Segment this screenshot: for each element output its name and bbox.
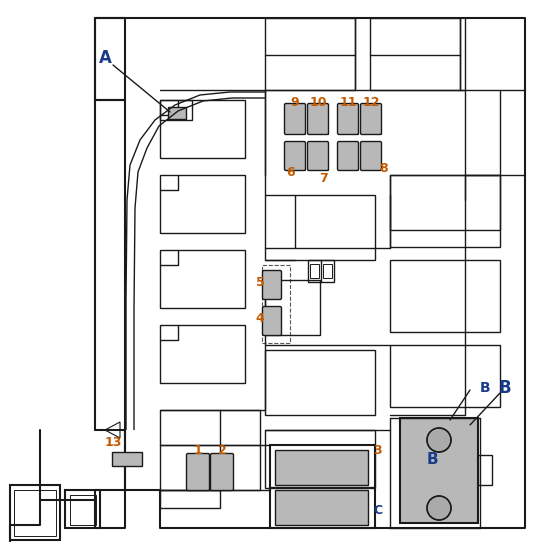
Bar <box>160 175 245 233</box>
Bar <box>262 265 290 343</box>
Text: C: C <box>373 504 383 517</box>
Bar <box>14 490 56 536</box>
Bar <box>361 104 381 134</box>
Circle shape <box>427 428 451 452</box>
Bar <box>160 250 245 308</box>
Bar <box>10 485 60 540</box>
Text: 3: 3 <box>374 443 383 456</box>
Bar <box>308 104 328 134</box>
Text: B: B <box>480 381 490 395</box>
Text: 10: 10 <box>309 95 327 108</box>
Bar <box>323 264 332 278</box>
FancyBboxPatch shape <box>284 104 305 134</box>
Text: A: A <box>99 49 111 67</box>
Bar <box>275 450 368 485</box>
Text: 11: 11 <box>339 95 357 108</box>
Bar <box>390 345 500 407</box>
Bar <box>265 280 320 335</box>
Bar <box>338 142 358 170</box>
Text: B: B <box>426 453 438 468</box>
Bar <box>160 490 220 508</box>
Bar <box>338 104 358 134</box>
Bar <box>265 430 375 488</box>
FancyBboxPatch shape <box>307 104 328 134</box>
Bar <box>285 142 305 170</box>
Text: 2: 2 <box>218 444 226 457</box>
Bar <box>65 490 100 528</box>
Bar <box>361 142 381 170</box>
Bar <box>160 100 192 120</box>
Text: 9: 9 <box>290 95 299 108</box>
Bar <box>112 452 142 466</box>
Text: 8: 8 <box>380 162 389 175</box>
Circle shape <box>427 496 451 520</box>
Bar <box>478 455 492 485</box>
Bar <box>310 264 319 278</box>
Text: 4: 4 <box>255 312 264 325</box>
Bar <box>160 410 260 490</box>
Text: 6: 6 <box>287 165 295 178</box>
Bar <box>168 107 186 119</box>
FancyBboxPatch shape <box>338 104 358 134</box>
Text: 7: 7 <box>318 171 327 184</box>
Bar <box>160 100 245 158</box>
FancyBboxPatch shape <box>361 141 381 171</box>
Bar <box>390 175 500 230</box>
Bar <box>390 175 500 247</box>
Text: B: B <box>499 379 511 397</box>
FancyBboxPatch shape <box>338 141 358 171</box>
FancyBboxPatch shape <box>284 141 305 171</box>
Text: 13: 13 <box>104 436 122 449</box>
Bar <box>390 260 500 332</box>
Bar <box>308 142 328 170</box>
FancyBboxPatch shape <box>361 104 381 134</box>
FancyBboxPatch shape <box>210 454 233 491</box>
Bar <box>265 18 355 90</box>
Bar <box>370 18 460 90</box>
Bar <box>265 195 375 260</box>
Bar <box>285 104 305 134</box>
Bar <box>400 418 478 523</box>
FancyBboxPatch shape <box>307 141 328 171</box>
FancyBboxPatch shape <box>262 306 282 335</box>
FancyBboxPatch shape <box>186 454 209 491</box>
Bar <box>265 350 375 415</box>
Bar <box>270 445 375 528</box>
Text: 5: 5 <box>255 275 264 288</box>
Text: 1: 1 <box>193 444 202 457</box>
Bar <box>160 325 245 383</box>
Bar <box>308 260 334 282</box>
Bar <box>70 495 96 525</box>
Text: 12: 12 <box>362 95 380 108</box>
FancyBboxPatch shape <box>262 270 282 300</box>
Bar <box>275 490 368 525</box>
